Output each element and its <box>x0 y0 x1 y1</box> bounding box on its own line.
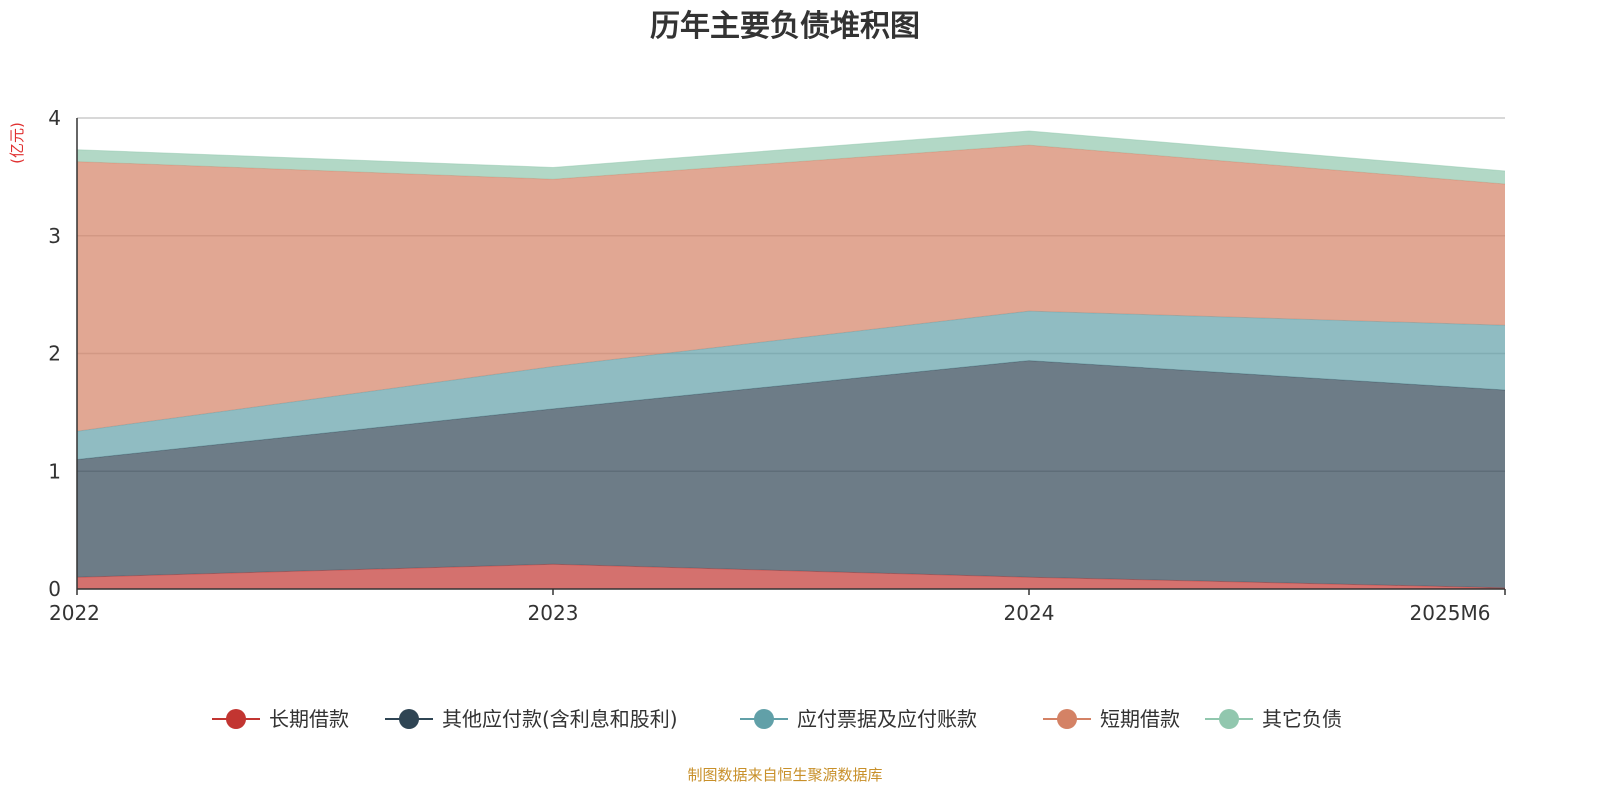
y-tick-label: 4 <box>48 106 61 130</box>
legend-item[interactable]: 短期借款 <box>1043 707 1180 731</box>
y-axis-unit: (亿元) <box>8 122 26 164</box>
legend-item[interactable]: 长期借款 <box>212 707 349 731</box>
legend-label: 其他应付款(含利息和股利) <box>442 707 678 731</box>
area-长期借款 <box>77 564 1505 589</box>
x-tick-label: 2024 <box>1004 601 1055 625</box>
legend-dot-icon <box>226 709 246 729</box>
legend-dot-icon <box>1057 709 1077 729</box>
area-其他应付款(含利息和股利) <box>77 360 1505 588</box>
legend-label: 短期借款 <box>1100 707 1180 731</box>
x-tick-label: 2025M6 <box>1410 601 1491 625</box>
legend-dot-icon <box>754 709 774 729</box>
legend-item[interactable]: 其它负债 <box>1205 707 1342 731</box>
y-tick-label: 3 <box>48 224 61 248</box>
legend-item[interactable]: 其他应付款(含利息和股利) <box>385 707 678 731</box>
chart-title: 历年主要负债堆积图 <box>650 9 920 44</box>
x-tick-label: 2022 <box>49 601 100 625</box>
legend-label: 其它负债 <box>1262 707 1342 731</box>
y-tick-label: 2 <box>48 342 61 366</box>
x-tick-label: 2023 <box>528 601 579 625</box>
legend-label: 应付票据及应付账款 <box>797 707 977 731</box>
area-line-其它负债 <box>76 130 1506 172</box>
legend-label: 长期借款 <box>269 707 349 731</box>
y-tick-label: 1 <box>48 459 61 483</box>
legend-item[interactable]: 应付票据及应付账款 <box>740 707 977 731</box>
legend-dot-icon <box>399 709 419 729</box>
area-应付票据及应付账款 <box>77 311 1505 460</box>
y-tick-label: 0 <box>48 577 61 601</box>
data-source-note: 制图数据来自恒生聚源数据库 <box>687 766 882 784</box>
area-短期借款 <box>77 145 1505 432</box>
legend-dot-icon <box>1219 709 1239 729</box>
area-其它负债 <box>77 130 1505 184</box>
